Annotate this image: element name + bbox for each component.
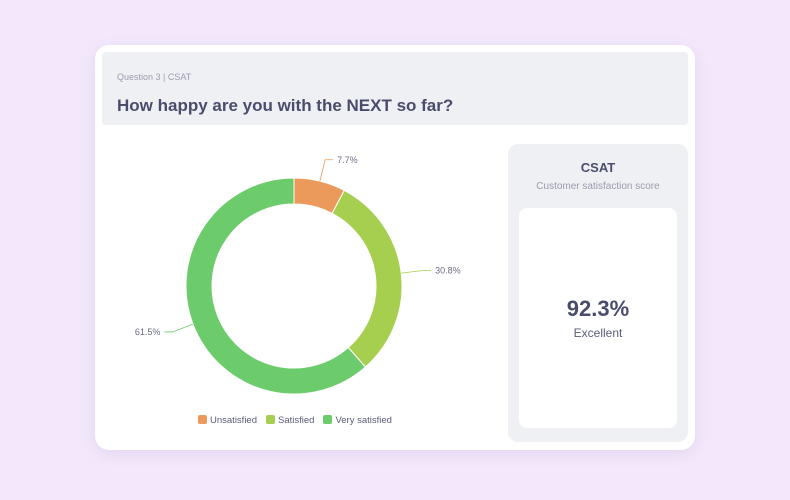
legend-label: Very satisfied (335, 415, 392, 426)
data-label: 7.7% (337, 155, 358, 165)
legend-swatch (323, 415, 333, 424)
legend-item-unsatisfied[interactable]: Unsatisfied (198, 415, 257, 426)
question-header: Question 3 | CSAT How happy are you with… (102, 52, 688, 125)
legend-swatch (198, 415, 207, 424)
data-label: 30.8% (435, 266, 461, 276)
label-leader-line (401, 270, 432, 274)
legend-item-very-satisfied[interactable]: Very satisfied (323, 415, 392, 426)
label-leader-line (164, 323, 194, 333)
question-title: How happy are you with the NEXT so far? (117, 96, 454, 115)
csat-title: CSAT (580, 160, 616, 175)
legend-item-satisfied[interactable]: Satisfied (266, 415, 314, 426)
csat-score: 92.3% (566, 296, 630, 321)
question-card: Question 3 | CSAT How happy are you with… (95, 45, 695, 450)
csat-subtitle: Customer satisfaction score (536, 181, 660, 192)
legend-label: Satisfied (278, 415, 315, 426)
csat-panel: CSAT Customer satisfaction score 92.3% E… (508, 144, 688, 442)
donut-slice-satisfied[interactable] (331, 189, 403, 368)
csat-rating: Excellent (573, 326, 623, 340)
label-leader-line (319, 159, 334, 182)
question-subtitle: Question 3 | CSAT (117, 72, 192, 82)
legend-swatch (266, 415, 275, 424)
donut-chart: 7.7% 30.8% 61.5% (135, 155, 461, 395)
legend-label: Unsatisfied (210, 415, 257, 426)
csat-score-box: 92.3% Excellent (519, 208, 677, 428)
data-label: 61.5% (135, 327, 161, 337)
chart-legend: Unsatisfied Satisfied Very satisfied (198, 415, 392, 426)
donut-slice-very-satisfied[interactable] (185, 177, 367, 395)
